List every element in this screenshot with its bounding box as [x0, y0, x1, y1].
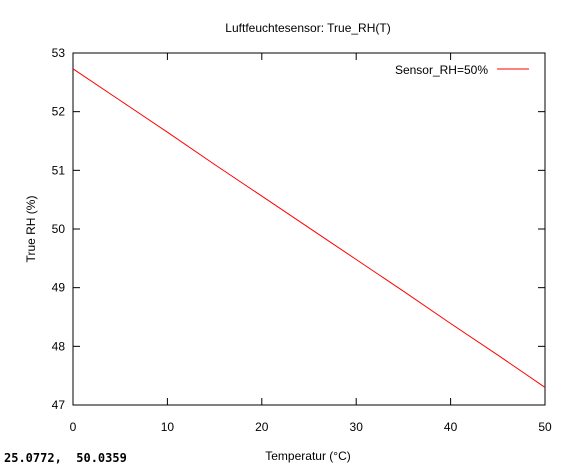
x-axis-label: Temperatur (°C): [265, 449, 350, 463]
y-tick-label: 53: [52, 46, 66, 60]
plot-frame: [72, 52, 546, 406]
x-ticks: 0 10 20 30 40 50: [70, 53, 552, 434]
x-tick-label: 0: [70, 420, 77, 434]
series-line: [72, 68, 546, 388]
x-tick-label: 30: [350, 420, 364, 434]
x-tick-label: 40: [444, 420, 458, 434]
x-tick-label: 20: [255, 420, 269, 434]
x-tick-label: 10: [161, 420, 175, 434]
y-axis-label: True RH (%): [24, 196, 38, 263]
y-ticks: 47 48 49 50 51 52 53: [52, 46, 545, 412]
y-tick-label: 48: [52, 339, 66, 353]
y-tick-label: 50: [52, 222, 66, 236]
y-tick-label: 51: [52, 163, 66, 177]
series-layer: [72, 68, 546, 388]
y-tick-label: 47: [52, 398, 66, 412]
x-tick-label: 50: [538, 420, 552, 434]
coordinate-readout: 25.0772, 50.0359: [4, 451, 127, 465]
legend: Sensor_RH=50%: [395, 63, 529, 77]
chart-title: Luftfeuchtesensor: True_RH(T): [225, 21, 390, 35]
y-tick-label: 49: [52, 281, 66, 295]
y-tick-label: 52: [52, 105, 66, 119]
legend-label: Sensor_RH=50%: [395, 63, 488, 77]
